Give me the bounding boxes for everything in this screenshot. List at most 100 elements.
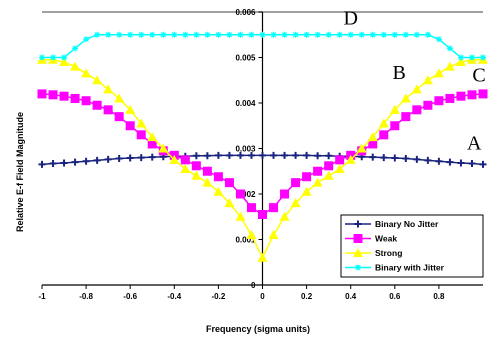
point xyxy=(149,31,156,38)
point xyxy=(138,31,145,38)
point xyxy=(302,172,312,182)
x-tick-label: -1 xyxy=(38,292,46,301)
point xyxy=(180,155,190,165)
point xyxy=(433,68,444,78)
point xyxy=(226,31,233,38)
point xyxy=(115,155,123,163)
point xyxy=(81,96,91,106)
point xyxy=(313,166,323,176)
point xyxy=(82,157,90,165)
point xyxy=(435,157,443,165)
point xyxy=(468,160,476,168)
point xyxy=(59,91,69,101)
point xyxy=(169,154,180,164)
point xyxy=(391,154,399,162)
point xyxy=(236,151,244,159)
point xyxy=(268,229,279,239)
point xyxy=(369,31,376,38)
legend-label: Binary with Jitter xyxy=(375,263,445,273)
point xyxy=(358,31,365,38)
point xyxy=(202,166,212,176)
x-tick-label: 0.2 xyxy=(301,292,313,301)
point xyxy=(367,132,378,142)
x-ticks: -1 -0.8 -0.6 -0.4 -0.2 0 0.2 0.4 0.6 0.8 xyxy=(38,285,445,301)
point xyxy=(235,189,245,199)
point xyxy=(355,264,361,271)
legend-box xyxy=(340,214,484,278)
point xyxy=(125,121,135,131)
point xyxy=(290,198,301,208)
point xyxy=(114,112,124,122)
point xyxy=(93,156,101,164)
point xyxy=(70,61,81,71)
point xyxy=(334,163,345,173)
point xyxy=(136,130,146,140)
point xyxy=(413,155,421,163)
point xyxy=(235,211,246,221)
point xyxy=(291,178,301,188)
point xyxy=(148,153,156,161)
point xyxy=(378,118,389,128)
point xyxy=(424,156,432,164)
point xyxy=(104,155,112,163)
point xyxy=(114,93,125,103)
annotation-b: B xyxy=(393,62,406,84)
point xyxy=(446,45,453,52)
point xyxy=(103,105,113,115)
point xyxy=(356,143,367,153)
point xyxy=(457,159,465,167)
point xyxy=(215,31,222,38)
point xyxy=(335,155,345,165)
point xyxy=(171,31,178,38)
point xyxy=(92,75,103,85)
point xyxy=(246,203,256,213)
point xyxy=(314,31,321,38)
point xyxy=(92,100,102,110)
y-tick-label: 0.005 xyxy=(235,54,256,63)
x-tick-label: -0.8 xyxy=(79,292,93,301)
legend-item: Binary No Jitter xyxy=(345,219,439,229)
point xyxy=(325,152,333,160)
point xyxy=(413,31,420,38)
point xyxy=(314,152,322,160)
point xyxy=(292,151,300,159)
point xyxy=(214,151,222,159)
annotation-a: A xyxy=(467,132,482,154)
point xyxy=(468,54,475,61)
x-tick-label: -0.4 xyxy=(167,292,181,301)
point xyxy=(259,31,266,38)
point xyxy=(103,84,114,94)
annotation-c: C xyxy=(472,65,485,87)
legend-item: Binary with Jitter xyxy=(345,263,445,273)
x-tick-label: -0.2 xyxy=(212,292,226,301)
point xyxy=(50,54,57,61)
point xyxy=(147,139,157,149)
x-tick-label: -0.6 xyxy=(123,292,137,301)
point xyxy=(191,170,202,180)
point xyxy=(455,57,466,67)
point xyxy=(105,31,112,38)
point xyxy=(203,152,211,160)
point xyxy=(456,91,466,101)
point xyxy=(204,31,211,38)
legend-item: Strong xyxy=(345,248,402,258)
y-ticks: 0 0.001 0.002 0.003 0.004 0.005 0.006 xyxy=(235,8,263,290)
point xyxy=(237,31,244,38)
point xyxy=(248,31,255,38)
point xyxy=(125,104,136,114)
point xyxy=(380,154,388,162)
point xyxy=(280,189,290,199)
point xyxy=(345,154,356,164)
point xyxy=(70,93,80,103)
x-tick-label: 0.4 xyxy=(345,292,357,301)
point xyxy=(39,54,45,61)
point xyxy=(60,159,68,167)
point xyxy=(257,252,268,262)
point xyxy=(246,229,257,239)
point xyxy=(422,75,433,85)
legend-label: Binary No Jitter xyxy=(375,219,439,229)
point xyxy=(158,143,169,153)
point xyxy=(136,118,147,128)
point xyxy=(292,31,299,38)
